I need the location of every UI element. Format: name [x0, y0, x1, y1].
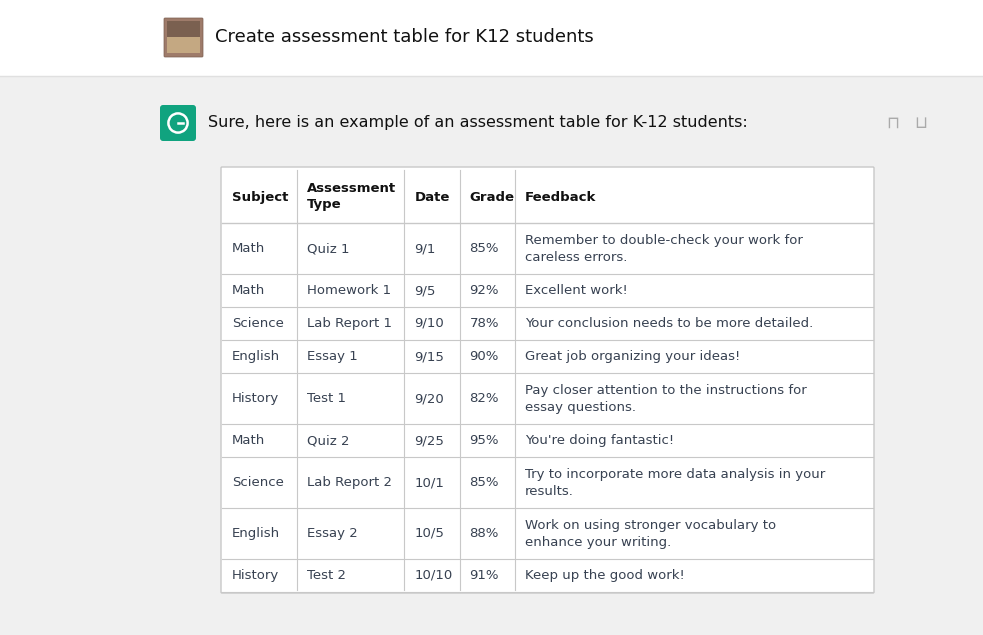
Bar [167, 37, 200, 53]
Bar [167, 21, 200, 37]
Text: 90%: 90% [470, 350, 499, 363]
Text: 92%: 92% [470, 284, 499, 297]
Text: Work on using stronger vocabulary to: Work on using stronger vocabulary to [525, 519, 776, 532]
Text: 10/10: 10/10 [414, 569, 452, 582]
Text: Math: Math [232, 284, 265, 297]
Text: Keep up the good work!: Keep up the good work! [525, 569, 685, 582]
Text: Date: Date [414, 191, 449, 204]
Text: essay questions.: essay questions. [525, 401, 636, 414]
Text: enhance your writing.: enhance your writing. [525, 536, 671, 549]
Text: Sure, here is an example of an assessment table for K-12 students:: Sure, here is an example of an assessmen… [208, 116, 748, 131]
Text: Feedback: Feedback [525, 191, 597, 204]
Text: results.: results. [525, 485, 574, 498]
Text: Subject: Subject [232, 191, 288, 204]
Text: Essay 2: Essay 2 [307, 527, 358, 540]
Text: History: History [232, 392, 279, 405]
FancyBboxPatch shape [160, 105, 196, 141]
Text: 95%: 95% [470, 434, 499, 447]
Text: 9/15: 9/15 [414, 350, 444, 363]
Text: 88%: 88% [470, 527, 499, 540]
Text: 91%: 91% [470, 569, 499, 582]
Text: Lab Report 1: Lab Report 1 [307, 317, 392, 330]
Text: Your conclusion needs to be more detailed.: Your conclusion needs to be more detaile… [525, 317, 813, 330]
Text: 9/1: 9/1 [414, 242, 435, 255]
Text: Homework 1: Homework 1 [307, 284, 391, 297]
Text: Excellent work!: Excellent work! [525, 284, 628, 297]
Bar [0, 0, 983, 76]
Text: 9/25: 9/25 [414, 434, 444, 447]
Text: Pay closer attention to the instructions for: Pay closer attention to the instructions… [525, 384, 807, 397]
Text: 10/5: 10/5 [414, 527, 444, 540]
Text: You're doing fantastic!: You're doing fantastic! [525, 434, 674, 447]
Text: Assessment: Assessment [307, 182, 396, 195]
FancyBboxPatch shape [164, 18, 203, 57]
Text: Test 2: Test 2 [307, 569, 346, 582]
Text: 85%: 85% [470, 476, 499, 489]
Text: 9/10: 9/10 [414, 317, 444, 330]
Text: Great job organizing your ideas!: Great job organizing your ideas! [525, 350, 740, 363]
Text: Test 1: Test 1 [307, 392, 346, 405]
Text: 82%: 82% [470, 392, 499, 405]
Text: Essay 1: Essay 1 [307, 350, 358, 363]
Text: Type: Type [307, 198, 341, 211]
Text: Math: Math [232, 434, 265, 447]
Text: 10/1: 10/1 [414, 476, 444, 489]
Text: 9/20: 9/20 [414, 392, 444, 405]
Text: Math: Math [232, 242, 265, 255]
Text: 85%: 85% [470, 242, 499, 255]
Text: 78%: 78% [470, 317, 499, 330]
Text: 9/5: 9/5 [414, 284, 435, 297]
Text: ⊓: ⊓ [887, 114, 899, 132]
Text: careless errors.: careless errors. [525, 251, 627, 264]
Text: Science: Science [232, 317, 284, 330]
Text: Quiz 2: Quiz 2 [307, 434, 349, 447]
Text: Lab Report 2: Lab Report 2 [307, 476, 392, 489]
Text: Quiz 1: Quiz 1 [307, 242, 349, 255]
Text: English: English [232, 527, 280, 540]
Text: History: History [232, 569, 279, 582]
Text: Remember to double-check your work for: Remember to double-check your work for [525, 234, 803, 247]
FancyBboxPatch shape [221, 167, 874, 593]
Text: English: English [232, 350, 280, 363]
Text: Science: Science [232, 476, 284, 489]
Text: Grade: Grade [470, 191, 515, 204]
Text: Try to incorporate more data analysis in your: Try to incorporate more data analysis in… [525, 468, 825, 481]
Text: ⊔: ⊔ [914, 114, 928, 132]
Text: Create assessment table for K12 students: Create assessment table for K12 students [215, 28, 594, 46]
